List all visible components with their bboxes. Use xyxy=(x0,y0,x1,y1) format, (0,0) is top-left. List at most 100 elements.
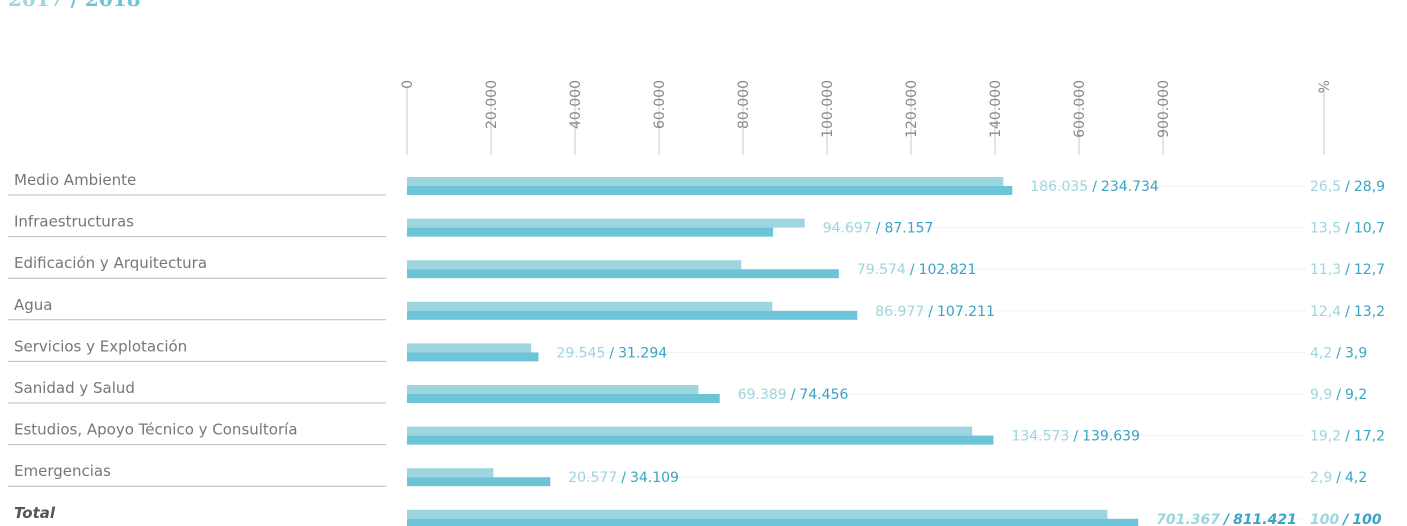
percent-label: 9,9/9,2 xyxy=(1310,387,1367,403)
percent-label: 19,2/17,2 xyxy=(1310,429,1385,445)
percent-2017: 11,3 xyxy=(1310,262,1341,278)
percent-label: 11,3/12,7 xyxy=(1310,262,1385,278)
x-tick-label: 40.000 xyxy=(568,80,584,129)
title-2017: 2017 xyxy=(8,0,64,11)
title-2018: 2018 xyxy=(85,0,141,11)
separator: / xyxy=(791,387,796,403)
bar-2018 xyxy=(407,227,774,237)
value-label: 134.573/139.639 xyxy=(1011,429,1140,445)
percent-2018: 100 xyxy=(1352,512,1381,526)
value-2017: 134.573 xyxy=(1011,429,1069,445)
separator: / xyxy=(1345,429,1350,445)
value-2017: 29.545 xyxy=(556,345,605,361)
separator: / xyxy=(1345,221,1350,237)
value-label: 701.367/811.421 xyxy=(1156,512,1297,526)
x-tick-label: 140.000 xyxy=(988,80,1004,138)
percent-2018: 3,9 xyxy=(1345,345,1367,361)
value-2017: 94.697 xyxy=(823,221,872,237)
x-tick-label: 60.000 xyxy=(652,80,668,129)
separator: / xyxy=(928,304,933,320)
separator: / xyxy=(1336,387,1341,403)
category-label: Agua xyxy=(14,296,52,314)
percent-label: 13,5/10,7 xyxy=(1310,221,1385,237)
percent-2017: 2,9 xyxy=(1310,470,1332,486)
separator: / xyxy=(1345,262,1350,278)
chart-title: 2017 / 2018 xyxy=(8,0,141,11)
value-2018: 74.456 xyxy=(799,387,848,403)
separator: / xyxy=(1092,179,1097,195)
x-tick-label: 600.000 xyxy=(1072,80,1088,138)
percent-2017: 13,5 xyxy=(1310,221,1341,237)
value-2018: 107.211 xyxy=(937,304,995,320)
value-2018: 234.734 xyxy=(1101,179,1159,195)
separator: / xyxy=(1336,345,1341,361)
separator: / xyxy=(1345,179,1350,195)
value-2018: 31.294 xyxy=(618,345,667,361)
category-label: Infraestructuras xyxy=(14,213,134,231)
bar-2018 xyxy=(407,186,1013,195)
separator: / xyxy=(1336,470,1341,486)
value-label: 186.035/234.734 xyxy=(1030,179,1159,195)
percent-2018: 4,2 xyxy=(1345,470,1367,486)
bar-2017 xyxy=(407,177,1004,186)
value-2017: 20.577 xyxy=(568,470,617,486)
percent-header: % xyxy=(1317,80,1333,93)
category-label: Medio Ambiente xyxy=(14,171,136,189)
percent-2017: 4,2 xyxy=(1310,345,1332,361)
percent-label: 26,5/28,9 xyxy=(1310,179,1385,195)
value-label: 86.977/107.211 xyxy=(875,304,995,320)
value-2017: 186.035 xyxy=(1030,179,1088,195)
bar-2017 xyxy=(407,260,742,270)
bar-2017 xyxy=(407,509,1108,519)
title-separator: / xyxy=(71,0,79,11)
percent-2018: 12,7 xyxy=(1354,262,1385,278)
bar-2017 xyxy=(407,468,494,478)
value-2017: 69.389 xyxy=(738,387,787,403)
value-label: 69.389/74.456 xyxy=(738,387,849,403)
category-label: Sanidad y Salud xyxy=(14,379,135,397)
bar-2017 xyxy=(407,343,532,353)
bar-2017 xyxy=(407,385,699,394)
x-tick-label: 0 xyxy=(400,80,416,89)
separator: / xyxy=(876,221,881,237)
category-label: Total xyxy=(14,504,56,522)
percent-label: 2,9/4,2 xyxy=(1310,470,1367,486)
separator: / xyxy=(910,262,915,278)
percent-2018: 9,2 xyxy=(1345,387,1367,403)
percent-2017: 100 xyxy=(1310,512,1339,526)
value-2017: 701.367 xyxy=(1156,512,1220,526)
value-2018: 87.157 xyxy=(884,221,933,237)
x-tick-label: 120.000 xyxy=(904,80,920,138)
value-label: 20.577/34.109 xyxy=(568,470,679,486)
category-label: Edificación y Arquitectura xyxy=(14,254,207,272)
separator: / xyxy=(1345,304,1350,320)
value-2018: 34.109 xyxy=(630,470,679,486)
x-tick-label: 20.000 xyxy=(484,80,500,129)
separator: / xyxy=(1073,429,1078,445)
value-2017: 79.574 xyxy=(857,262,906,278)
percent-2017: 26,5 xyxy=(1310,179,1341,195)
x-tick-label: 100.000 xyxy=(820,80,836,138)
bar-2018 xyxy=(407,269,839,279)
bar-2018 xyxy=(407,477,551,487)
bar-2018 xyxy=(407,394,720,403)
percent-2018: 10,7 xyxy=(1354,221,1385,237)
category-label: Emergencias xyxy=(14,462,111,480)
percent-2018: 17,2 xyxy=(1354,429,1385,445)
bar-2017 xyxy=(407,426,973,436)
separator: / xyxy=(609,345,614,361)
value-2018: 102.821 xyxy=(919,262,977,278)
bar-2018 xyxy=(407,435,994,445)
percent-2017: 12,4 xyxy=(1310,304,1341,320)
value-label: 29.545/31.294 xyxy=(556,345,667,361)
bar-2018 xyxy=(407,310,858,320)
bar-2017 xyxy=(407,301,773,311)
category-label: Estudios, Apoyo Técnico y Consultoría xyxy=(14,421,298,439)
separator: / xyxy=(621,470,626,486)
bar-2018 xyxy=(407,352,539,362)
percent-label: 100/100 xyxy=(1310,512,1382,526)
percent-2018: 28,9 xyxy=(1354,179,1385,195)
percent-2018: 13,2 xyxy=(1354,304,1385,320)
percent-2017: 19,2 xyxy=(1310,429,1341,445)
